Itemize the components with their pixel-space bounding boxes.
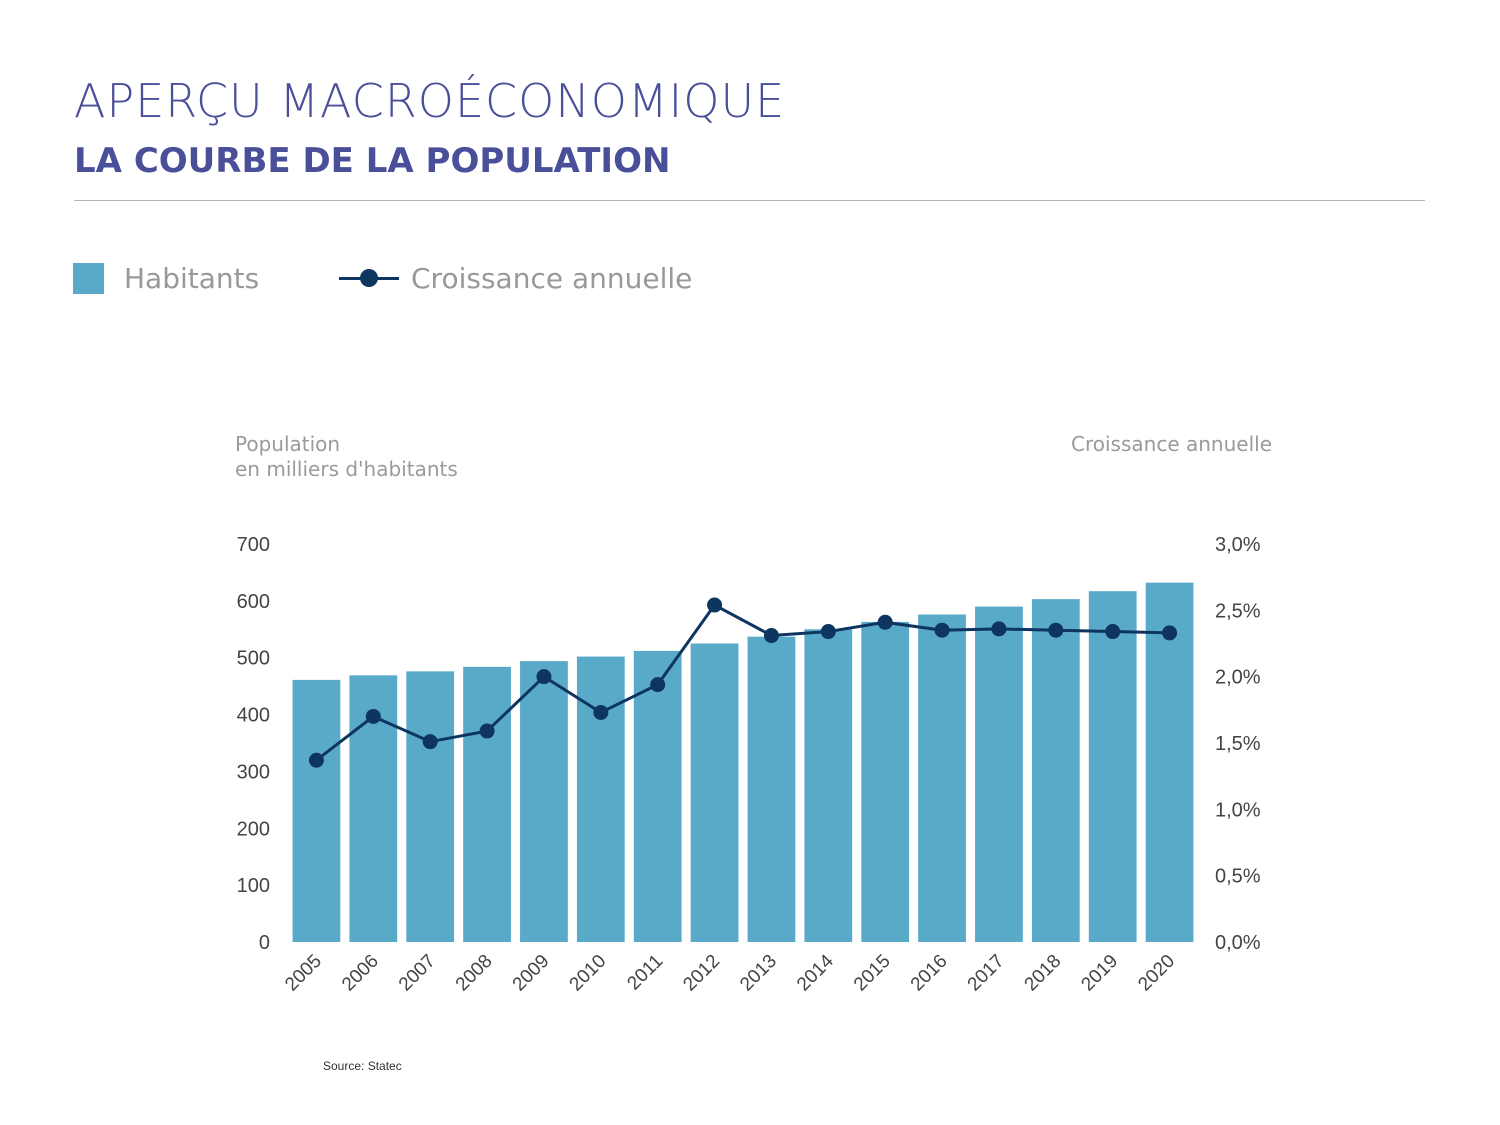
line-series [308,597,1178,768]
left-axis-ticks: 0 100 200 300 400 500 600 700 [237,534,270,954]
right-tick-label: 2,0% [1215,667,1261,689]
bar-2017 [975,606,1023,942]
bar-2010 [576,656,625,942]
growth-line [315,603,1170,762]
legend-bar-label: Habitants [124,261,260,295]
bar-2016 [918,614,966,942]
page-title: APERÇU MACROÉCONOMIQUE [74,74,786,128]
left-tick-label: 100 [237,875,270,897]
growth-point-2020 [1162,625,1178,641]
x-tick-label: 2018 [1021,951,1066,996]
right-axis-ticks: 0,0% 0,5% 1,0% 1,5% 2,0% 2,5% 3,0% [1215,534,1261,954]
left-tick-label: 300 [237,761,270,783]
legend-bar-swatch-icon [73,262,104,294]
bar-2013 [747,636,796,942]
growth-point-2015 [877,614,893,630]
bar-series [292,582,1194,942]
legend-item-line: Croissance annuelle [339,260,692,296]
x-tick-label: 2010 [566,951,611,996]
x-tick-label: 2020 [1134,951,1179,996]
growth-point-2010 [593,704,609,720]
left-tick-label: 700 [237,534,270,556]
growth-point-2019 [1105,624,1121,640]
left-tick-label: 600 [237,591,270,613]
right-tick-label: 2,5% [1215,600,1261,622]
bar-2011 [633,650,682,942]
growth-point-2006 [365,708,381,724]
x-tick-label: 2017 [964,951,1009,996]
bar-2019 [1088,591,1137,942]
x-tick-label: 2015 [850,951,895,996]
legend-item-bars: Habitants [73,260,259,296]
x-tick-label: 2019 [1077,951,1122,996]
page-subtitle: LA COURBE DE LA POPULATION [74,141,671,181]
growth-point-2011 [650,677,666,693]
legend-line-label: Croissance annuelle [411,261,693,295]
left-tick-label: 0 [259,932,270,954]
growth-point-2009 [536,669,552,685]
bar-2008 [463,666,511,942]
growth-point-2014 [820,624,836,640]
right-tick-label: 0,5% [1215,866,1261,888]
left-tick-label: 500 [237,648,270,670]
bar-2005 [292,679,341,942]
x-tick-label: 2013 [736,951,781,996]
left-axis-title-line2: en milliers d'habitants [235,457,458,481]
growth-point-2016 [934,622,950,638]
x-tick-label: 2006 [338,951,383,996]
bar-2014 [804,629,853,942]
right-tick-label: 3,0% [1215,534,1261,556]
x-tick-label: 2007 [395,951,440,996]
growth-point-2018 [1048,622,1064,638]
x-tick-label: 2016 [907,951,952,996]
bar-2012 [690,643,739,942]
left-tick-label: 400 [237,705,270,727]
x-axis-ticks: 2005 2006 2007 2008 2009 2010 2011 2012 2013 2014… [281,950,1179,995]
growth-point-2008 [479,723,495,739]
source-note: Source: Statec [323,1059,402,1073]
growth-point-2017 [991,621,1007,637]
x-tick-label: 2014 [793,950,838,995]
right-tick-label: 1,0% [1215,799,1261,821]
legend-line-marker-icon [339,260,399,296]
x-tick-label: 2011 [623,951,667,995]
right-tick-label: 1,5% [1215,733,1261,755]
left-axis-title-line1: Population [235,432,341,456]
x-tick-label: 2005 [281,951,326,996]
right-axis-title: Croissance annuelle [1071,432,1272,456]
right-tick-label: 0,0% [1215,932,1261,954]
growth-point-2005 [308,752,324,768]
x-tick-label: 2008 [452,951,497,996]
x-tick-label: 2009 [509,951,554,996]
bar-2020 [1145,582,1194,942]
growth-point-2012 [707,597,723,613]
bar-2018 [1031,599,1080,942]
bar-2015 [861,621,910,942]
left-axis-title: Population en milliers d'habitants [235,432,458,482]
header-divider [74,200,1425,201]
x-tick-label: 2012 [679,951,724,996]
bar-2007 [406,671,455,942]
left-tick-label: 200 [237,818,270,840]
growth-point-2007 [422,734,438,750]
growth-point-2013 [763,628,779,644]
bar-2009 [520,661,568,942]
